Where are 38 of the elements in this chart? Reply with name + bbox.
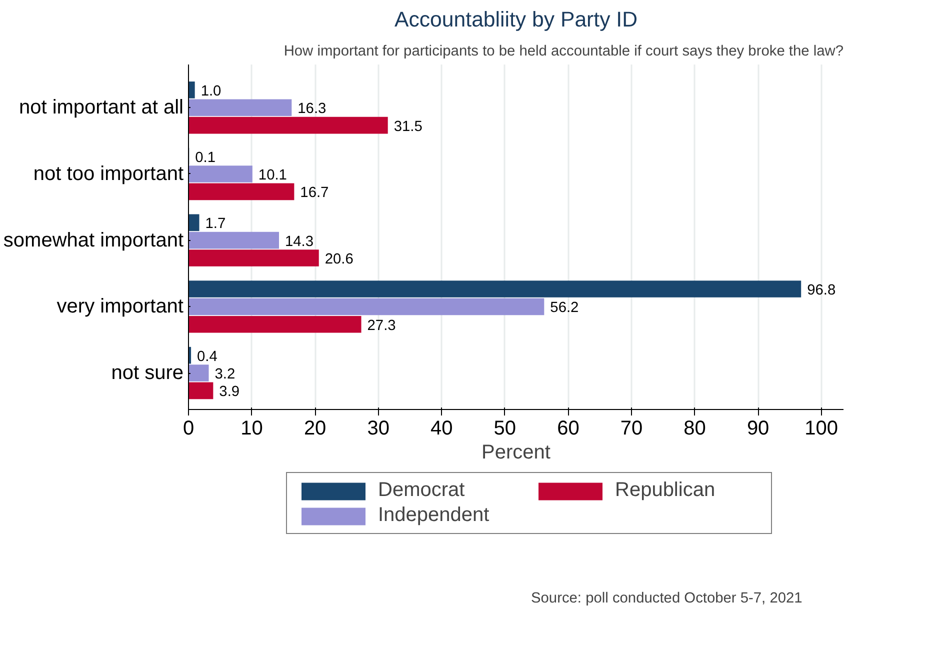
data-label: 0.4	[197, 348, 218, 365]
x-tick-label: 100	[804, 418, 838, 440]
y-tick-label: not important at all	[18, 96, 184, 119]
y-tick-label: somewhat important	[3, 229, 184, 252]
x-tick-label: 10	[240, 418, 263, 440]
data-label: 31.5	[394, 118, 422, 135]
chart-subtitle: How important for participants to be held accountable if court says they broke the law?	[284, 44, 844, 60]
data-label: 3.2	[214, 366, 236, 383]
x-tick-label: 50	[494, 418, 516, 440]
data-label: 14.3	[285, 234, 314, 250]
y-tick-label: very important	[56, 296, 184, 318]
x-axis-title: Percent	[482, 442, 551, 464]
data-label: 16.7	[300, 185, 329, 202]
legend-label: Independent	[378, 504, 490, 527]
y-tick-label: not sure	[111, 362, 184, 384]
data-label: 0.1	[195, 150, 216, 166]
x-tick-label: 90	[746, 418, 770, 440]
data-label: 56.2	[550, 300, 579, 316]
chart-title: Accountabliity by Party ID	[394, 8, 638, 32]
data-label: 1.7	[205, 216, 226, 232]
x-tick-label: 60	[557, 418, 580, 440]
data-label: 3.9	[219, 384, 240, 400]
y-tick-label: not too important	[33, 162, 184, 185]
x-tick-label: 40	[430, 418, 453, 440]
x-tick-label: 80	[684, 418, 706, 440]
data-label: 16.3	[298, 101, 326, 118]
legend-label: Democrat	[378, 479, 466, 502]
x-tick-label: 20	[304, 418, 326, 440]
data-label: 27.3	[367, 318, 396, 334]
x-tick-label: 0	[182, 418, 194, 440]
x-tick-label: 70	[620, 418, 643, 440]
data-label: 20.6	[324, 252, 354, 268]
source-note: Source: poll conducted October 5-7, 2021	[530, 590, 802, 606]
data-label: 1.0	[200, 83, 222, 100]
legend-label: Republican	[615, 479, 716, 502]
x-tick-label: 30	[367, 418, 390, 440]
data-label: 10.1	[258, 167, 287, 184]
data-label: 96.8	[807, 282, 836, 298]
